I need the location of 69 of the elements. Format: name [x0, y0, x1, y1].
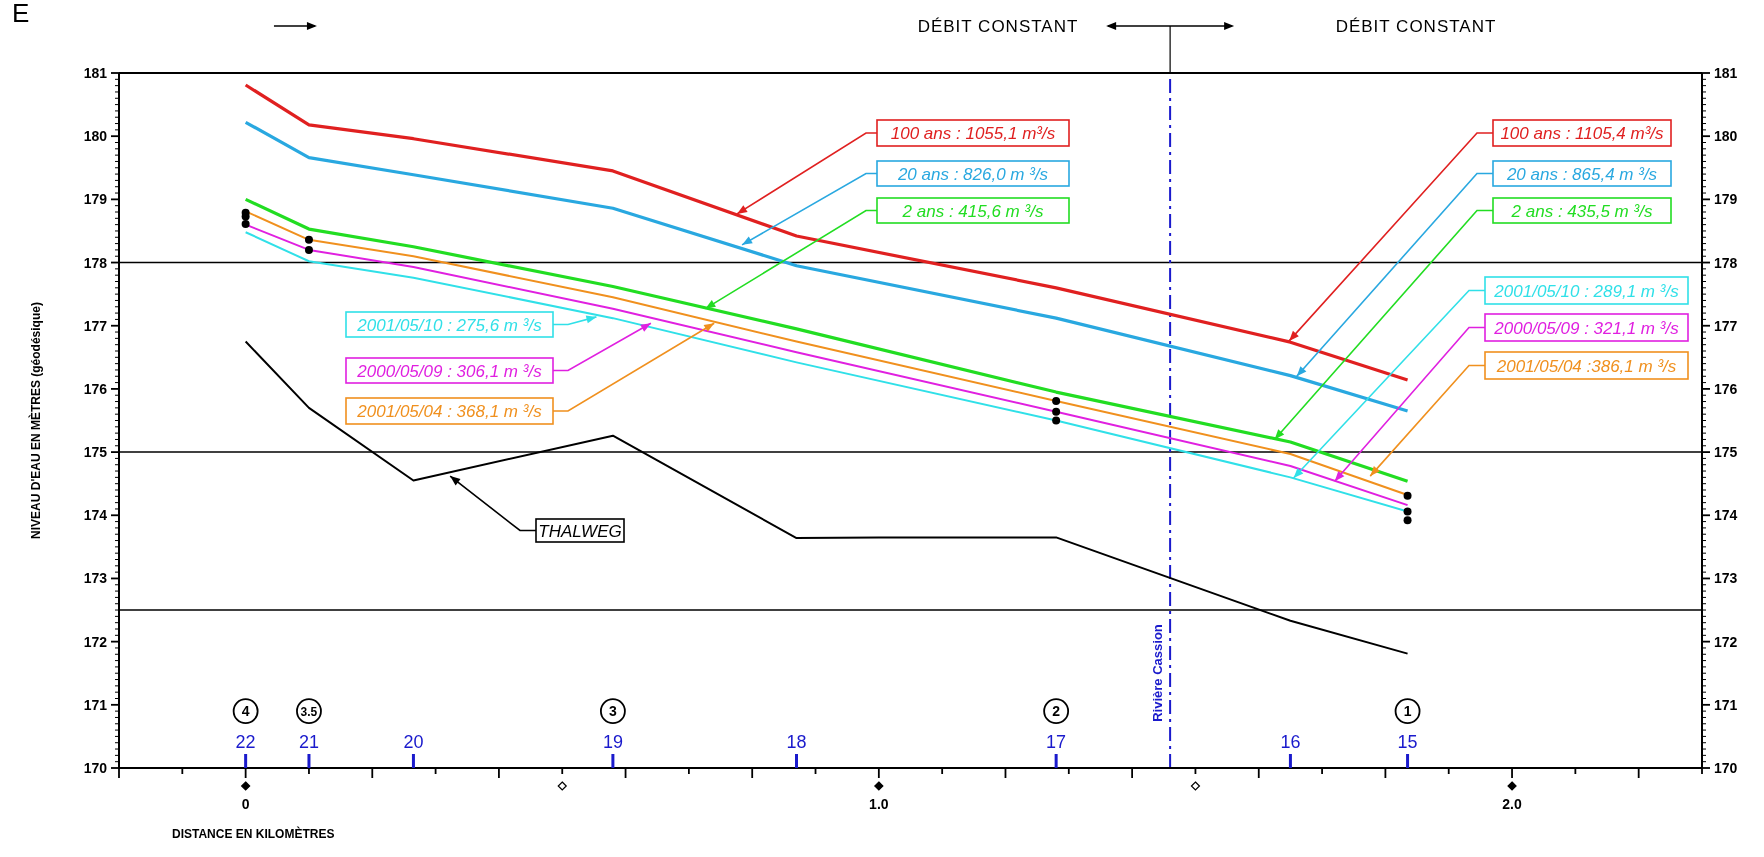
annotation: 1: [1403, 703, 1412, 720]
point: [304, 245, 313, 254]
y-tick-label: 171: [83, 696, 108, 713]
y2-tick-label: 171: [1714, 696, 1738, 713]
annotation: 2 ans : 435,5 m ³/s: [1510, 201, 1653, 221]
annotation: 17: [1046, 732, 1067, 752]
annotation: 21: [298, 732, 319, 752]
annotation: 2: [1052, 703, 1061, 720]
y-tick-label: 170: [83, 760, 108, 776]
point: [1403, 491, 1412, 500]
annotation: 15: [1397, 732, 1418, 752]
y2-tick-label: 177: [1714, 317, 1738, 334]
annotation: 2001/05/04 :386,1 m ³/s: [1495, 356, 1677, 376]
text: 100 ans : 1055,1 m³/s: [890, 124, 1056, 143]
y-tick-label: 176: [83, 380, 108, 397]
y-tick-label: 178: [83, 254, 108, 271]
y2-tick-label: 170: [1714, 760, 1738, 776]
x-tick-label: 1.0: [869, 796, 889, 812]
line-series: [244, 83, 1410, 382]
point: [1403, 507, 1412, 516]
text: DÉBIT CONSTANT: [1335, 17, 1497, 36]
y2-tick-label: 179: [1714, 191, 1738, 208]
y2-tick-label: 181: [1714, 65, 1738, 81]
annotation: 20 ans : 865,4 m ³/s: [1505, 164, 1658, 184]
y2-tick-label: 178: [1714, 254, 1738, 271]
annotation: 3: [609, 703, 617, 720]
point: [241, 220, 250, 229]
annotation: 20: [403, 732, 424, 752]
annotation: 100 ans : 1105,4 m³/s: [1500, 124, 1665, 143]
point: [1403, 516, 1412, 525]
text: 2 ans : 415,6 m ³/s: [901, 201, 1044, 221]
y-tick-label: 175: [83, 444, 108, 461]
y-tick-label: 173: [83, 570, 108, 587]
point: [1052, 396, 1061, 405]
point: [304, 235, 313, 244]
point: [1052, 407, 1061, 416]
text: THALWEG: [538, 521, 622, 541]
text: 2000/05/09 : 306,1 m ³/s: [356, 361, 543, 381]
text: E: [12, 0, 30, 28]
y-tick-label: 181: [83, 65, 108, 81]
point: [1052, 416, 1061, 425]
x-tick-label: 0: [241, 796, 250, 812]
annotation: 16: [1280, 732, 1301, 752]
y2-tick-label: 180: [1714, 128, 1738, 145]
y2-tick-label: 172: [1714, 633, 1738, 650]
y2-tick-label: 176: [1714, 380, 1738, 397]
annotation: 22: [235, 732, 256, 752]
text: 2001/05/04 : 368,1 m ³/s: [356, 402, 543, 421]
annotation: 4: [241, 703, 250, 720]
y-axis-title: NIVEAU D'EAU EN MÈTRES (géodésique): [28, 302, 43, 539]
text: DÉBIT CONSTANT: [917, 17, 1079, 36]
x-tick-label: 2.0: [1502, 796, 1522, 812]
y-tick-label: 174: [83, 507, 108, 524]
y2-tick-label: 175: [1714, 444, 1738, 461]
ref-line-label: Rivière Cassion: [1150, 624, 1166, 722]
y2-tick-label: 174: [1714, 507, 1738, 524]
annotation: 18: [786, 732, 807, 752]
text: 20 ans : 826,0 m ³/s: [896, 164, 1049, 184]
y-tick-label: 180: [83, 128, 108, 145]
y-tick-label: 177: [83, 317, 108, 334]
legend-label: 2001/05/10 : 275,6 m ³/s: [356, 315, 543, 335]
y2-tick-label: 173: [1714, 570, 1738, 587]
y-tick-label: 172: [83, 633, 108, 650]
annotation: 2000/05/09 : 321,1 m ³/s: [1493, 318, 1680, 338]
x-axis-title: DISTANCE EN KILOMÈTRES: [172, 826, 335, 841]
annotation: 19: [602, 732, 623, 752]
y-tick-label: 179: [83, 191, 108, 208]
annotation: 2001/05/10 : 289,1 m ³/s: [1493, 281, 1680, 301]
annotation: 3.5: [300, 705, 318, 720]
